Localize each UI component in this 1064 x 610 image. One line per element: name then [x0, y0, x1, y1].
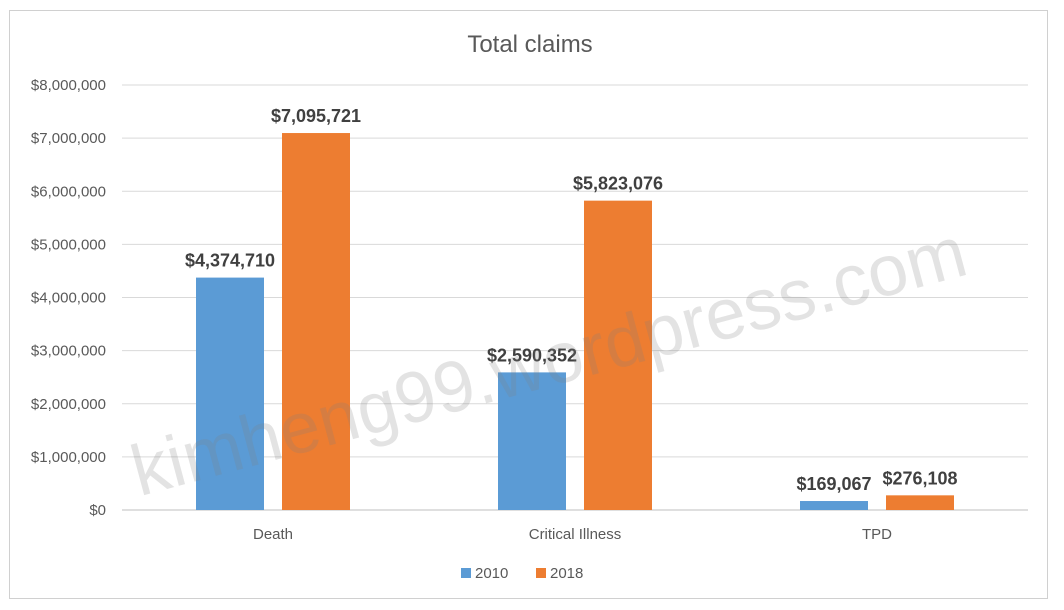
bar-2018-death — [282, 133, 350, 510]
data-label: $7,095,721 — [271, 106, 361, 126]
legend: 2010 2018 — [461, 565, 583, 582]
y-tick-label: $1,000,000 — [31, 449, 106, 466]
y-tick-label: $0 — [89, 502, 106, 519]
data-labels: $4,374,710 $7,095,721 $2,590,352 $5,823,076… — [185, 106, 958, 494]
x-axis-categories: Death Critical Illness TPD — [253, 526, 892, 543]
bar-2010-death — [196, 277, 264, 510]
y-tick-label: $7,000,000 — [31, 130, 106, 147]
data-label: $4,374,710 — [185, 251, 275, 271]
gridlines — [122, 84, 1028, 511]
legend-swatch-2010 — [461, 568, 471, 578]
legend-label-2010: 2010 — [475, 565, 508, 582]
y-tick-label: $8,000,000 — [31, 77, 106, 94]
data-label: $5,823,076 — [573, 174, 663, 194]
y-axis-ticks: $0 $1,000,000 $2,000,000 $3,000,000 $4,000,0… — [31, 77, 106, 519]
bar-2010-critical-illness — [498, 372, 566, 510]
category-label: Critical Illness — [529, 526, 622, 543]
data-label: $169,067 — [796, 474, 871, 494]
chart-title: Total claims — [467, 31, 592, 58]
y-tick-label: $4,000,000 — [31, 290, 106, 307]
y-tick-label: $6,000,000 — [31, 183, 106, 200]
y-tick-label: $5,000,000 — [31, 236, 106, 253]
y-tick-label: $3,000,000 — [31, 343, 106, 360]
category-label: Death — [253, 526, 293, 543]
bar-2018-tpd — [886, 495, 954, 510]
data-label: $276,108 — [882, 468, 957, 488]
bars — [196, 133, 954, 510]
legend-label-2018: 2018 — [550, 565, 583, 582]
data-label: $2,590,352 — [487, 345, 577, 365]
bar-2010-tpd — [800, 501, 868, 510]
bar-2018-critical-illness — [584, 200, 652, 510]
legend-swatch-2018 — [536, 568, 546, 578]
category-label: TPD — [862, 526, 892, 543]
y-tick-label: $2,000,000 — [31, 396, 106, 413]
